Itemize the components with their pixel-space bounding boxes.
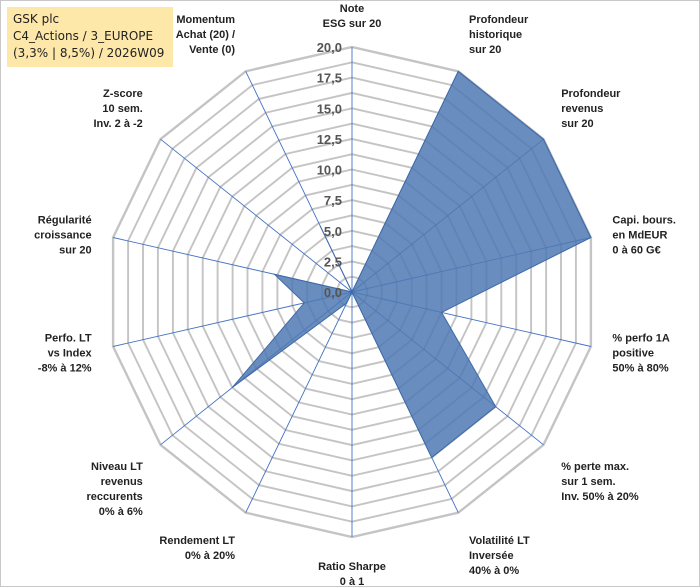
tick-label: 17,5 <box>317 71 342 86</box>
axis-label: % perte max.sur 1 sem.Inv. 50% à 20% <box>561 461 639 503</box>
tick-label: 2,5 <box>324 254 342 269</box>
tick-label: 5,0 <box>324 224 342 239</box>
tick-label: 12,5 <box>317 132 342 147</box>
series-area <box>232 71 591 457</box>
tick-label: 20,0 <box>317 40 342 55</box>
tick-label: 0,0 <box>324 285 342 300</box>
tick-label: 10,0 <box>317 163 342 178</box>
tick-label: 15,0 <box>317 101 342 116</box>
radar-series <box>232 71 591 458</box>
tick-label: 7,5 <box>324 193 342 208</box>
